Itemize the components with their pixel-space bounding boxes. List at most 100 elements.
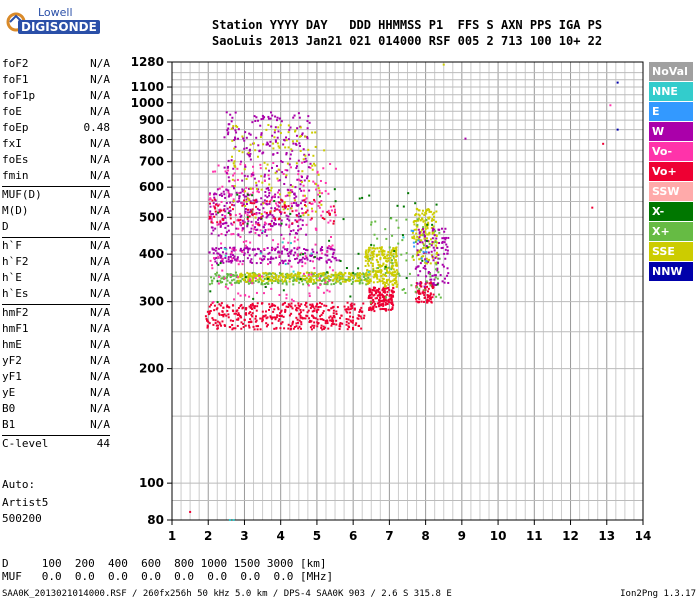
data-point	[270, 257, 273, 260]
data-point	[344, 272, 347, 275]
data-point	[289, 274, 292, 277]
data-point	[386, 290, 389, 293]
data-point	[281, 275, 284, 278]
data-point	[429, 238, 432, 241]
data-point	[373, 233, 376, 236]
data-point	[231, 328, 234, 331]
data-point	[212, 229, 215, 232]
data-point	[416, 242, 419, 245]
data-point	[311, 202, 314, 205]
data-point	[257, 217, 260, 220]
data-point	[368, 259, 371, 262]
data-point	[311, 131, 314, 134]
data-point	[269, 117, 272, 120]
data-point	[332, 251, 335, 254]
data-point	[358, 272, 361, 275]
data-point	[221, 313, 224, 316]
data-point	[280, 120, 283, 123]
data-point	[266, 215, 269, 218]
data-point	[441, 263, 444, 266]
data-point	[281, 272, 284, 275]
data-point	[444, 238, 447, 241]
data-point	[214, 210, 217, 213]
data-point	[304, 277, 307, 280]
data-point	[326, 289, 329, 292]
data-point	[249, 152, 252, 155]
data-point	[372, 294, 375, 297]
data-point	[259, 163, 262, 166]
data-point	[322, 310, 325, 313]
data-point	[250, 258, 253, 261]
data-point	[214, 319, 217, 322]
data-point	[310, 328, 313, 331]
data-point	[268, 272, 271, 275]
data-point	[306, 258, 309, 261]
data-point	[250, 220, 253, 223]
param-row: fxI N/A	[2, 136, 110, 152]
data-point	[252, 304, 255, 307]
data-point	[217, 282, 220, 285]
data-point	[372, 281, 375, 284]
data-point	[383, 283, 386, 286]
data-point	[256, 190, 259, 193]
data-point	[385, 274, 388, 277]
param-row: B0 N/A	[2, 401, 110, 417]
data-point	[334, 257, 337, 260]
param-row: C-level 44	[2, 436, 110, 452]
data-point	[419, 230, 422, 233]
data-point	[236, 200, 239, 203]
data-point	[260, 275, 263, 278]
param-row: hmF2 N/A	[2, 305, 110, 321]
data-point	[220, 200, 223, 203]
data-point	[292, 276, 295, 279]
auto-artist: Artist5	[2, 496, 49, 509]
data-point	[277, 223, 280, 226]
data-point	[424, 228, 427, 231]
data-point	[377, 302, 380, 305]
data-point	[309, 326, 312, 329]
data-point	[244, 294, 247, 297]
data-point	[384, 303, 387, 306]
data-point	[229, 259, 232, 262]
data-point	[365, 252, 368, 255]
data-point	[436, 269, 439, 272]
data-point	[230, 127, 233, 130]
data-point	[318, 191, 321, 194]
data-point	[234, 165, 237, 168]
data-point	[259, 252, 262, 255]
data-point	[349, 308, 352, 311]
data-point	[447, 236, 450, 239]
data-point	[331, 255, 334, 258]
data-point	[251, 191, 254, 194]
data-point	[330, 273, 333, 276]
data-point	[356, 274, 359, 277]
data-point	[394, 259, 397, 262]
data-point	[213, 309, 216, 312]
data-point	[248, 247, 251, 250]
data-point	[310, 277, 313, 280]
data-point	[254, 254, 257, 257]
data-point	[275, 208, 278, 211]
data-point	[265, 128, 268, 131]
legend-item-nnw: NNW	[649, 262, 693, 281]
data-point	[277, 251, 280, 254]
data-point	[243, 247, 246, 250]
data-point	[219, 262, 222, 265]
data-point	[251, 315, 254, 318]
data-point	[261, 318, 264, 321]
data-point	[251, 208, 254, 211]
data-point	[219, 223, 222, 226]
data-point	[300, 323, 303, 326]
data-point	[267, 174, 270, 177]
data-point	[217, 263, 220, 266]
data-point	[329, 275, 332, 278]
data-point	[267, 117, 270, 120]
data-point	[279, 124, 282, 127]
data-point	[292, 229, 295, 232]
data-point	[423, 237, 426, 240]
param-name: hmF2	[2, 306, 29, 319]
data-point	[313, 324, 316, 327]
data-point	[264, 190, 267, 193]
x-tick-label: 12	[562, 529, 579, 543]
